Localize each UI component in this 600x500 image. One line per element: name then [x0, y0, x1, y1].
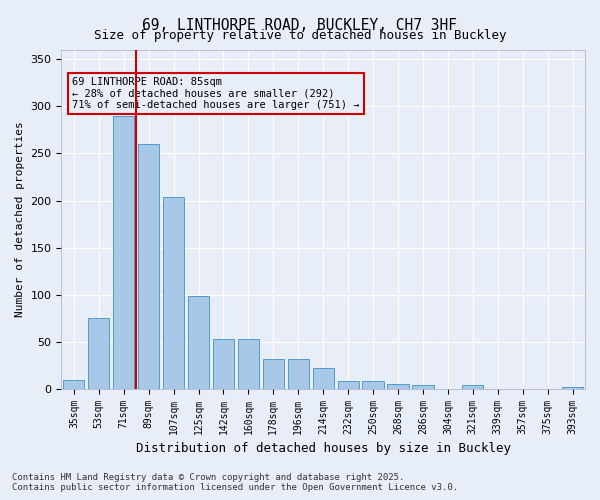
- Text: Size of property relative to detached houses in Buckley: Size of property relative to detached ho…: [94, 29, 506, 42]
- Bar: [562, 387, 583, 388]
- Text: 69, LINTHORPE ROAD, BUCKLEY, CH7 3HF: 69, LINTHORPE ROAD, BUCKLEY, CH7 3HF: [143, 18, 458, 32]
- Bar: [188, 296, 209, 388]
- Text: Contains HM Land Registry data © Crown copyright and database right 2025.
Contai: Contains HM Land Registry data © Crown c…: [12, 473, 458, 492]
- Bar: [388, 384, 409, 388]
- Bar: [63, 380, 85, 388]
- X-axis label: Distribution of detached houses by size in Buckley: Distribution of detached houses by size …: [136, 442, 511, 455]
- Bar: [213, 339, 234, 388]
- Bar: [338, 381, 359, 388]
- Y-axis label: Number of detached properties: Number of detached properties: [15, 122, 25, 317]
- Bar: [113, 116, 134, 388]
- Bar: [362, 381, 383, 388]
- Bar: [412, 385, 434, 388]
- Bar: [238, 339, 259, 388]
- Bar: [287, 358, 309, 388]
- Text: 69 LINTHORPE ROAD: 85sqm
← 28% of detached houses are smaller (292)
71% of semi-: 69 LINTHORPE ROAD: 85sqm ← 28% of detach…: [72, 77, 359, 110]
- Bar: [138, 144, 159, 388]
- Bar: [462, 385, 484, 388]
- Bar: [313, 368, 334, 388]
- Bar: [88, 318, 109, 388]
- Bar: [263, 358, 284, 388]
- Bar: [163, 197, 184, 388]
